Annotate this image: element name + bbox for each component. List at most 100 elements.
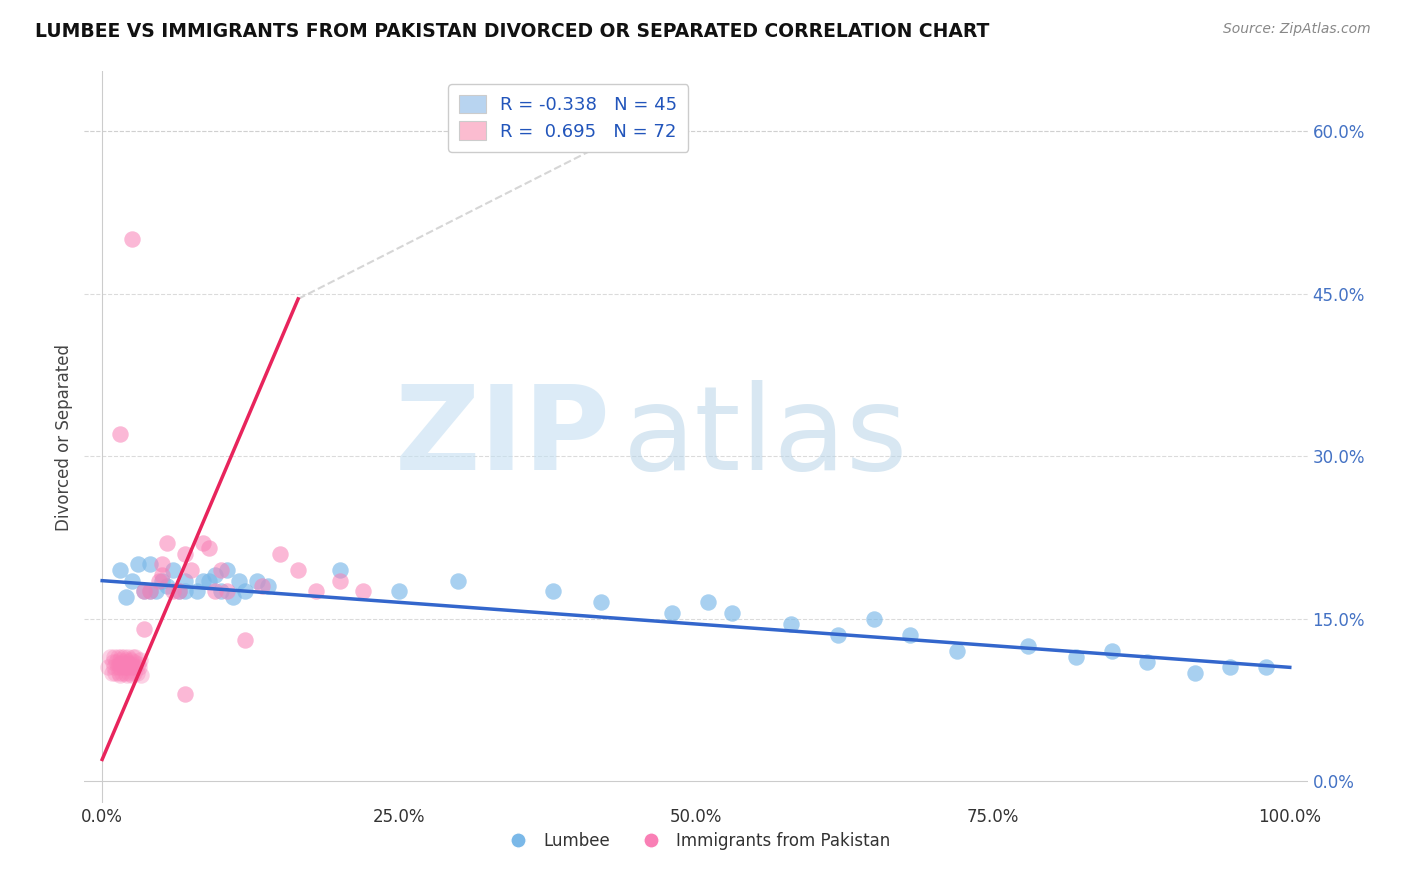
Point <box>162 584 184 599</box>
Point <box>103 660 125 674</box>
Point <box>100 665 122 680</box>
Point <box>122 665 145 680</box>
Point <box>131 668 153 682</box>
Point <box>138 584 160 599</box>
Point <box>129 653 152 667</box>
Point <box>388 584 411 599</box>
Point <box>125 665 148 680</box>
Point <box>132 623 155 637</box>
Point <box>115 668 138 682</box>
Point <box>215 563 238 577</box>
Point <box>169 584 191 599</box>
Point <box>124 660 146 674</box>
Point <box>150 558 173 572</box>
Point <box>174 584 197 599</box>
Point <box>720 606 742 620</box>
Point <box>132 584 155 599</box>
Point <box>1254 660 1277 674</box>
Point <box>269 547 291 561</box>
Point <box>946 644 969 658</box>
Point <box>198 574 221 588</box>
Point <box>114 665 136 680</box>
Point <box>589 595 612 609</box>
Point <box>191 574 214 588</box>
Point <box>122 660 145 674</box>
Point <box>122 649 145 664</box>
Point <box>233 633 256 648</box>
Point <box>174 574 197 588</box>
Point <box>257 579 280 593</box>
Point <box>162 563 184 577</box>
Point <box>156 535 179 549</box>
Point <box>245 574 267 588</box>
Point <box>150 574 173 588</box>
Point <box>186 584 208 599</box>
Point <box>132 584 155 599</box>
Point <box>827 628 849 642</box>
Point <box>127 558 149 572</box>
Point <box>1219 660 1241 674</box>
Point <box>898 628 921 642</box>
Point <box>1184 665 1206 680</box>
Point <box>108 668 131 682</box>
Text: atlas: atlas <box>623 380 908 494</box>
Point <box>103 649 125 664</box>
Point <box>191 535 214 549</box>
Point <box>138 558 160 572</box>
Point <box>107 657 129 672</box>
Point <box>124 649 146 664</box>
Point <box>174 547 197 561</box>
Point <box>111 655 134 669</box>
Point <box>543 584 565 599</box>
Point <box>128 660 150 674</box>
Text: ZIP: ZIP <box>394 380 610 494</box>
Point <box>305 584 328 599</box>
Point <box>215 584 238 599</box>
Point <box>209 563 232 577</box>
Point <box>228 574 250 588</box>
Point <box>108 427 131 442</box>
Point <box>150 568 173 582</box>
Point <box>863 611 886 625</box>
Point <box>252 579 274 593</box>
Point <box>107 660 129 674</box>
Point <box>121 574 143 588</box>
Point <box>101 655 124 669</box>
Point <box>148 574 170 588</box>
Point <box>120 660 142 674</box>
Point <box>115 660 138 674</box>
Point <box>156 579 179 593</box>
Y-axis label: Divorced or Separated: Divorced or Separated <box>55 343 73 531</box>
Legend: Lumbee, Immigrants from Pakistan: Lumbee, Immigrants from Pakistan <box>495 825 897 856</box>
Point <box>112 649 135 664</box>
Point <box>145 584 167 599</box>
Point <box>115 653 138 667</box>
Point <box>110 657 132 672</box>
Point <box>117 649 139 664</box>
Point <box>329 574 352 588</box>
Point <box>204 584 226 599</box>
Point <box>105 655 128 669</box>
Point <box>1136 655 1159 669</box>
Point <box>204 568 226 582</box>
Point <box>112 660 135 674</box>
Point <box>104 665 127 680</box>
Point <box>169 584 191 599</box>
Point <box>107 665 129 680</box>
Point <box>222 590 245 604</box>
Point <box>1018 639 1040 653</box>
Point <box>180 563 202 577</box>
Point <box>97 660 120 674</box>
Point <box>696 595 718 609</box>
Point <box>661 606 683 620</box>
Point <box>447 574 470 588</box>
Point <box>120 653 142 667</box>
Point <box>233 584 256 599</box>
Point <box>100 649 122 664</box>
Point <box>127 657 149 672</box>
Point <box>108 563 131 577</box>
Point <box>121 232 143 246</box>
Point <box>1101 644 1123 658</box>
Point <box>121 657 143 672</box>
Point <box>114 657 136 672</box>
